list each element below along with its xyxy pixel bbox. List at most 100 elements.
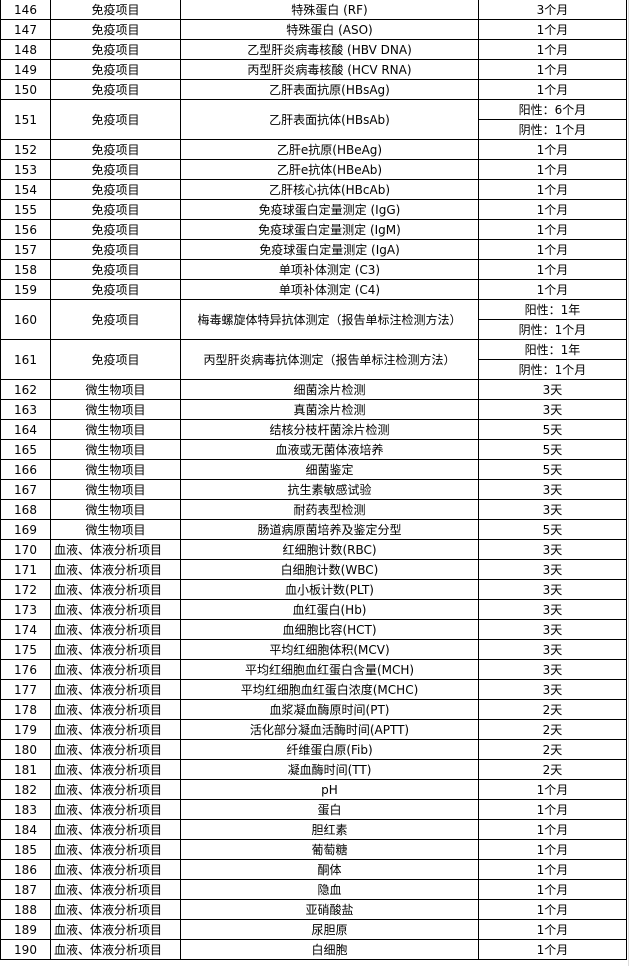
category-cell: 血液、体液分析项目 [50, 559, 181, 580]
period-cell-negative: 阴性：1个月 [478, 319, 627, 340]
row-number: 176 [0, 659, 51, 680]
period-cell: 3天 [478, 679, 627, 700]
item-cell: 免疫球蛋白定量测定 (IgG) [180, 199, 479, 220]
period-cell: 2天 [478, 739, 627, 760]
row-number: 175 [0, 639, 51, 660]
table-row: 187 血液、体液分析项目 隐血 1个月 [0, 879, 627, 900]
category-cell: 血液、体液分析项目 [50, 719, 181, 740]
item-cell: 特殊蛋白 (RF) [180, 0, 479, 20]
period-cell: 3天 [478, 379, 627, 400]
period-cell: 3天 [478, 579, 627, 600]
row-number: 149 [0, 59, 51, 80]
category-cell: 血液、体液分析项目 [50, 639, 181, 660]
row-number: 185 [0, 839, 51, 860]
category-cell: 免疫项目 [50, 299, 181, 340]
category-cell: 免疫项目 [50, 0, 181, 20]
category-cell: 微生物项目 [50, 459, 181, 480]
category-cell: 血液、体液分析项目 [50, 939, 181, 960]
period-cell: 1个月 [478, 179, 627, 200]
item-cell: 乙肝表面抗体(HBsAb) [180, 99, 479, 140]
row-number: 179 [0, 719, 51, 740]
table-row: 188 血液、体液分析项目 亚硝酸盐 1个月 [0, 899, 627, 920]
category-cell: 免疫项目 [50, 79, 181, 100]
period-cell: 1个月 [478, 19, 627, 40]
row-number: 168 [0, 499, 51, 520]
table-row: 184 血液、体液分析项目 胆红素 1个月 [0, 819, 627, 840]
period-cell: 3天 [478, 539, 627, 560]
row-number: 163 [0, 399, 51, 420]
item-cell: 单项补体测定 (C3) [180, 259, 479, 280]
item-cell: 蛋白 [180, 799, 479, 820]
table-row: 164 微生物项目 结核分枝杆菌涂片检测 5天 [0, 419, 627, 440]
item-cell: pH [180, 779, 479, 800]
row-number: 188 [0, 899, 51, 920]
period-cell: 1个月 [478, 139, 627, 160]
category-cell: 免疫项目 [50, 59, 181, 80]
row-number: 190 [0, 939, 51, 960]
table-row: 189 血液、体液分析项目 尿胆原 1个月 [0, 919, 627, 940]
period-cell: 3天 [478, 479, 627, 500]
category-cell: 血液、体液分析项目 [50, 779, 181, 800]
row-number: 158 [0, 259, 51, 280]
row-number: 165 [0, 439, 51, 460]
item-cell: 免疫球蛋白定量测定 (IgM) [180, 219, 479, 240]
row-number: 147 [0, 19, 51, 40]
table-row: 169 微生物项目 肠道病原菌培养及鉴定分型 5天 [0, 519, 627, 540]
period-cell: 1个月 [478, 79, 627, 100]
row-number: 178 [0, 699, 51, 720]
period-cell: 1个月 [478, 839, 627, 860]
period-cell: 5天 [478, 519, 627, 540]
row-number: 166 [0, 459, 51, 480]
item-cell: 乙肝核心抗体(HBcAb) [180, 179, 479, 200]
item-cell: 丙型肝炎病毒抗体测定（报告单标注检测方法） [180, 339, 479, 380]
period-cell: 阳性：1年 [478, 299, 627, 320]
period-cell: 3天 [478, 599, 627, 620]
table-row: 182 血液、体液分析项目 pH 1个月 [0, 779, 627, 800]
period-cell: 3天 [478, 399, 627, 420]
row-number: 146 [0, 0, 51, 20]
item-cell: 乙肝e抗体(HBeAb) [180, 159, 479, 180]
table-row: 163 微生物项目 真菌涂片检测 3天 [0, 399, 627, 420]
table-row: 151 免疫项目 乙肝表面抗体(HBsAb) 阳性：6个月 [0, 99, 627, 140]
item-cell: 隐血 [180, 879, 479, 900]
period-cell: 5天 [478, 459, 627, 480]
category-cell: 免疫项目 [50, 199, 181, 220]
table-row: 167 微生物项目 抗生素敏感试验 3天 [0, 479, 627, 500]
row-number: 171 [0, 559, 51, 580]
row-number: 159 [0, 279, 51, 300]
item-cell: 细菌鉴定 [180, 459, 479, 480]
category-cell: 微生物项目 [50, 379, 181, 400]
table-row: 149 免疫项目 丙型肝炎病毒核酸 (HCV RNA) 1个月 [0, 59, 627, 80]
category-cell: 免疫项目 [50, 259, 181, 280]
category-cell: 免疫项目 [50, 19, 181, 40]
table-row: 171 血液、体液分析项目 白细胞计数(WBC) 3天 [0, 559, 627, 580]
table-row: 157 免疫项目 免疫球蛋白定量测定 (IgA) 1个月 [0, 239, 627, 260]
item-cell: 酮体 [180, 859, 479, 880]
table-row: 179 血液、体液分析项目 活化部分凝血活酶时间(APTT) 2天 [0, 719, 627, 740]
period-cell: 3天 [478, 559, 627, 580]
category-cell: 血液、体液分析项目 [50, 539, 181, 560]
row-number: 174 [0, 619, 51, 640]
item-cell: 葡萄糖 [180, 839, 479, 860]
table-row: 168 微生物项目 耐药表型检测 3天 [0, 499, 627, 520]
table-row: 147 免疫项目 特殊蛋白 (ASO) 1个月 [0, 19, 627, 40]
item-cell: 红细胞计数(RBC) [180, 539, 479, 560]
category-cell: 微生物项目 [50, 519, 181, 540]
category-cell: 微生物项目 [50, 499, 181, 520]
period-cell: 1个月 [478, 39, 627, 60]
row-number: 164 [0, 419, 51, 440]
period-cell: 1个月 [478, 899, 627, 920]
row-number: 154 [0, 179, 51, 200]
category-cell: 免疫项目 [50, 339, 181, 380]
row-number: 148 [0, 39, 51, 60]
category-cell: 免疫项目 [50, 139, 181, 160]
row-number: 169 [0, 519, 51, 540]
table-row: 166 微生物项目 细菌鉴定 5天 [0, 459, 627, 480]
period-cell: 1个月 [478, 199, 627, 220]
period-cell: 1个月 [478, 779, 627, 800]
category-cell: 血液、体液分析项目 [50, 599, 181, 620]
item-cell: 血细胞比容(HCT) [180, 619, 479, 640]
table-row: 186 血液、体液分析项目 酮体 1个月 [0, 859, 627, 880]
item-cell: 抗生素敏感试验 [180, 479, 479, 500]
